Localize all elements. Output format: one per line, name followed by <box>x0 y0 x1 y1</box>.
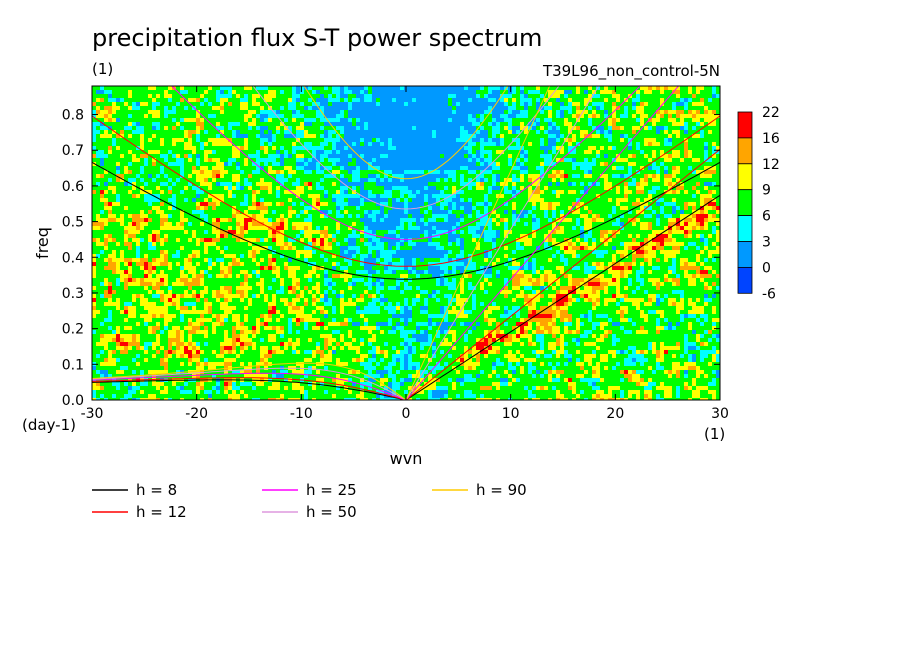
x-tick-label: 10 <box>502 406 520 422</box>
y-tick-label: 0.1 <box>62 357 84 373</box>
legend-label: h = 12 <box>136 503 187 521</box>
colorbar-label: 16 <box>762 131 780 147</box>
x-tick-label: 30 <box>711 406 729 422</box>
y-tick-label: 0.3 <box>62 286 84 302</box>
colorbar-label: -6 <box>762 286 776 302</box>
y-tick-label: 0.0 <box>62 393 84 409</box>
x-axis: -30 -20 -10 0 10 20 30 <box>81 86 729 422</box>
colorbar-swatch <box>737 266 753 294</box>
chart-title: precipitation flux S-T power spectrum <box>92 24 542 52</box>
subtitle-left: (1) <box>92 60 113 78</box>
x-unit-label: (1) <box>704 425 725 443</box>
legend: h = 8 h = 12 h = 25 h = 50 h = 90 <box>92 481 527 521</box>
colorbar-label: 3 <box>762 235 771 251</box>
legend-label: h = 8 <box>136 481 177 499</box>
colorbar-label: 0 <box>762 260 771 276</box>
x-tick-label: -30 <box>81 406 104 422</box>
colorbar-swatch <box>737 241 753 268</box>
colorbar-swatch <box>737 111 753 139</box>
colorbar-label: 12 <box>762 157 780 173</box>
legend-label: h = 90 <box>476 481 527 499</box>
y-axis-label: freq <box>33 227 52 259</box>
dispersion-curves <box>92 86 720 400</box>
legend-label: h = 50 <box>306 503 357 521</box>
y-tick-label: 0.8 <box>62 108 84 124</box>
colorbar-label: 22 <box>762 105 780 121</box>
power-field <box>92 86 720 400</box>
y-tick-label: 0.7 <box>62 143 84 159</box>
x-tick-label: 0 <box>402 406 411 422</box>
x-axis-label: wvn <box>390 449 423 468</box>
x-tick-label: 20 <box>606 406 624 422</box>
y-tick-label: 0.2 <box>62 322 84 338</box>
subtitle-right: T39L96_non_control-5N <box>542 62 720 81</box>
colorbar-swatch <box>737 137 753 165</box>
colorbar-swatch <box>737 215 753 242</box>
colorbar-label: 9 <box>762 183 771 199</box>
y-unit-label: (day-1) <box>22 416 76 434</box>
y-tick-label: 0.5 <box>62 215 84 231</box>
y-tick-label: 0.4 <box>62 250 84 266</box>
x-tick-label: -10 <box>290 406 313 422</box>
colorbar-label: 6 <box>762 209 771 225</box>
y-axis: 0.0 0.1 0.2 0.3 0.4 0.5 0.6 0.7 0.8 <box>62 108 720 409</box>
x-tick-label: -20 <box>185 406 208 422</box>
colorbar: 22 16 12 9 6 3 0 -6 <box>737 105 780 302</box>
colorbar-swatch <box>737 189 753 216</box>
legend-label: h = 25 <box>306 481 357 499</box>
y-tick-label: 0.6 <box>62 179 84 195</box>
colorbar-swatch <box>737 163 753 191</box>
